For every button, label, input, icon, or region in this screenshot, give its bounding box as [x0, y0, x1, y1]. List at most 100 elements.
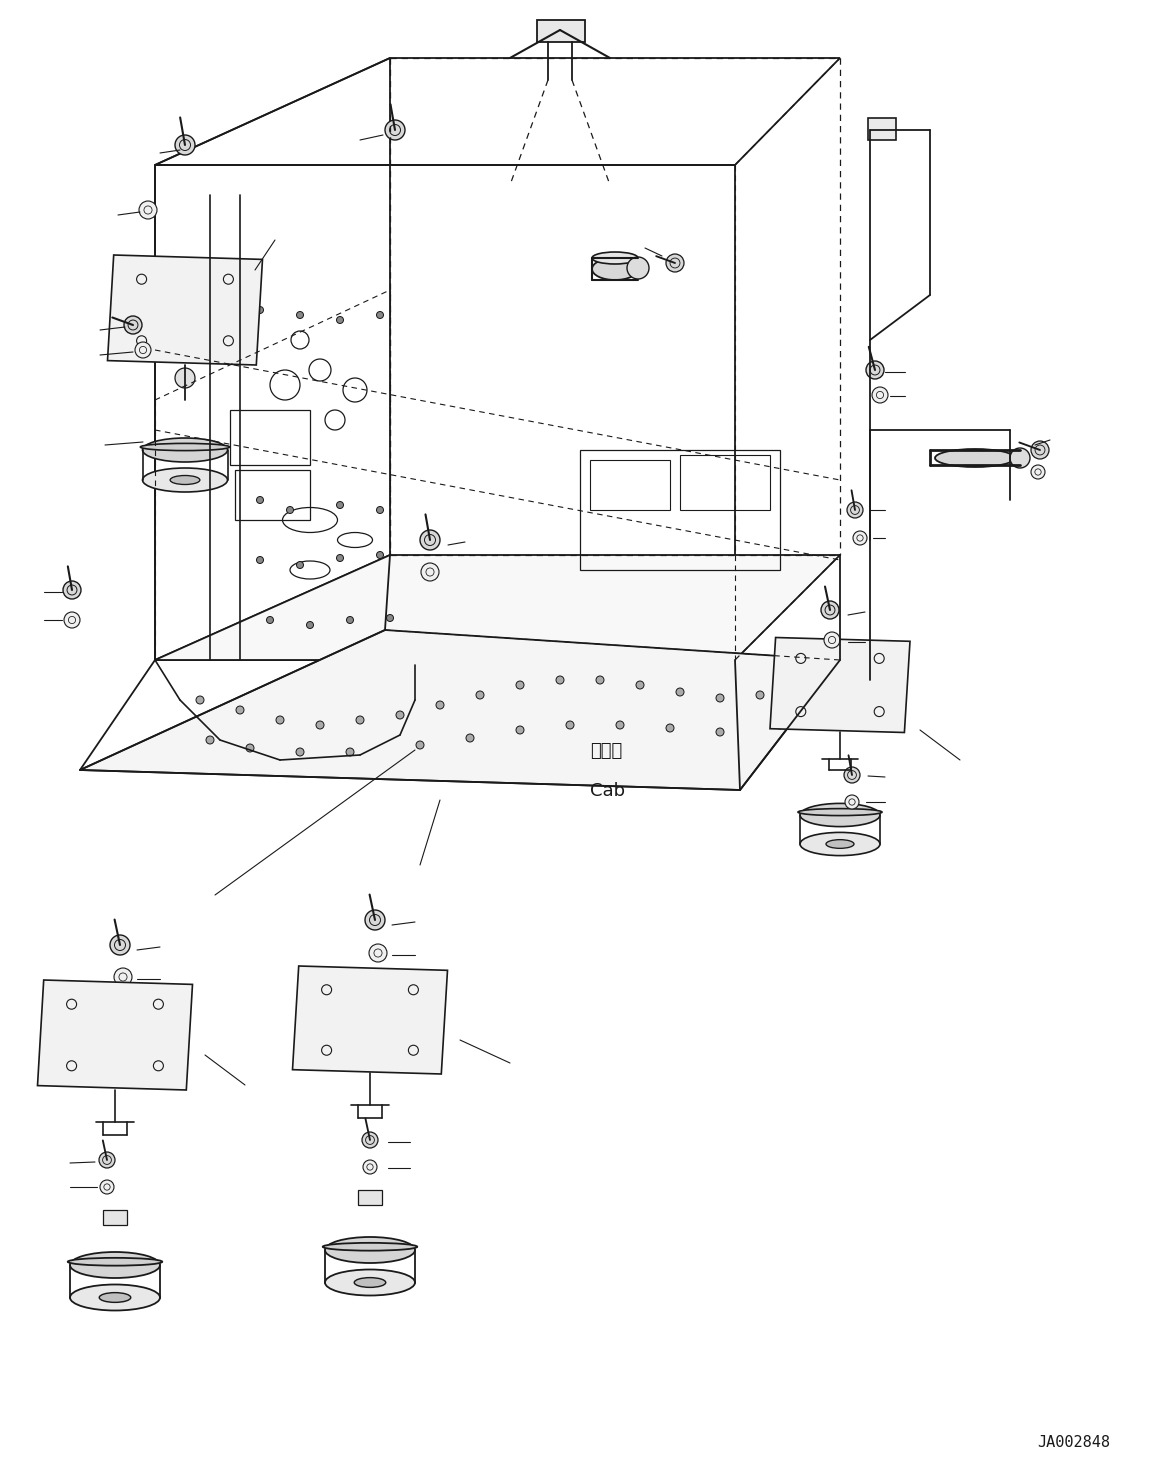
Circle shape — [516, 727, 525, 734]
Circle shape — [825, 632, 840, 648]
Circle shape — [369, 944, 387, 962]
Text: Cab: Cab — [590, 781, 626, 801]
Ellipse shape — [67, 1258, 163, 1266]
Circle shape — [421, 563, 438, 580]
Polygon shape — [770, 638, 909, 733]
Circle shape — [286, 507, 293, 514]
Circle shape — [99, 1152, 115, 1168]
Bar — [230, 411, 311, 465]
Polygon shape — [155, 555, 840, 660]
Circle shape — [716, 728, 725, 736]
Circle shape — [1032, 465, 1046, 479]
Circle shape — [114, 967, 131, 987]
Polygon shape — [293, 966, 448, 1074]
Ellipse shape — [70, 1285, 160, 1310]
Circle shape — [1009, 448, 1030, 468]
Circle shape — [316, 721, 324, 730]
Bar — [235, 470, 311, 520]
Circle shape — [257, 496, 264, 504]
Ellipse shape — [143, 439, 228, 462]
Ellipse shape — [355, 1278, 386, 1288]
Ellipse shape — [70, 1252, 160, 1278]
Ellipse shape — [826, 839, 854, 848]
Circle shape — [821, 601, 839, 619]
Circle shape — [63, 580, 81, 600]
Circle shape — [206, 736, 214, 744]
Circle shape — [100, 1180, 114, 1193]
Ellipse shape — [143, 468, 228, 492]
Circle shape — [363, 1159, 377, 1174]
Circle shape — [872, 387, 889, 403]
Ellipse shape — [800, 833, 880, 855]
Circle shape — [347, 747, 354, 756]
Circle shape — [716, 694, 725, 702]
Circle shape — [676, 688, 684, 696]
Circle shape — [377, 507, 384, 514]
Circle shape — [347, 616, 354, 623]
Circle shape — [297, 561, 304, 569]
Circle shape — [476, 691, 484, 699]
Circle shape — [336, 316, 343, 323]
Polygon shape — [107, 256, 263, 365]
Circle shape — [420, 530, 440, 549]
Bar — [537, 21, 585, 41]
Ellipse shape — [800, 803, 880, 827]
Ellipse shape — [592, 258, 638, 281]
Polygon shape — [80, 631, 840, 790]
Circle shape — [595, 676, 604, 684]
Circle shape — [466, 734, 475, 741]
Circle shape — [377, 551, 384, 558]
Circle shape — [140, 201, 157, 219]
Circle shape — [776, 721, 784, 730]
Circle shape — [307, 622, 314, 629]
Circle shape — [386, 614, 393, 622]
Circle shape — [436, 702, 444, 709]
Circle shape — [174, 134, 195, 155]
Circle shape — [846, 795, 859, 809]
Circle shape — [266, 616, 273, 623]
Circle shape — [236, 706, 244, 713]
Ellipse shape — [99, 1292, 130, 1303]
Text: キャブ: キャブ — [590, 741, 622, 761]
Circle shape — [64, 611, 80, 628]
Circle shape — [566, 721, 575, 730]
Circle shape — [636, 681, 644, 688]
Bar — [590, 459, 670, 510]
Circle shape — [847, 502, 863, 518]
Circle shape — [336, 502, 343, 508]
Circle shape — [124, 316, 142, 334]
Circle shape — [556, 676, 564, 684]
Bar — [358, 1190, 381, 1205]
Ellipse shape — [141, 443, 229, 450]
Circle shape — [377, 312, 384, 319]
Circle shape — [247, 744, 254, 752]
Ellipse shape — [592, 253, 638, 264]
Circle shape — [866, 360, 884, 380]
Polygon shape — [37, 981, 193, 1090]
Ellipse shape — [798, 808, 882, 815]
Ellipse shape — [935, 449, 1015, 467]
Ellipse shape — [324, 1238, 415, 1263]
Circle shape — [852, 532, 866, 545]
Circle shape — [666, 724, 675, 733]
Circle shape — [416, 741, 424, 749]
Ellipse shape — [324, 1270, 415, 1295]
Circle shape — [844, 767, 859, 783]
Circle shape — [616, 721, 625, 730]
Circle shape — [257, 307, 264, 313]
Ellipse shape — [170, 476, 200, 484]
Text: JA002848: JA002848 — [1037, 1436, 1110, 1450]
Circle shape — [110, 935, 130, 956]
Ellipse shape — [323, 1242, 418, 1251]
Bar — [680, 455, 770, 510]
Circle shape — [356, 716, 364, 724]
Circle shape — [516, 681, 525, 688]
Circle shape — [257, 557, 264, 564]
Circle shape — [365, 910, 385, 931]
Bar — [868, 118, 896, 140]
Circle shape — [1032, 442, 1049, 459]
Circle shape — [385, 120, 405, 140]
Circle shape — [297, 312, 304, 319]
Bar — [580, 450, 780, 570]
Circle shape — [297, 747, 304, 756]
